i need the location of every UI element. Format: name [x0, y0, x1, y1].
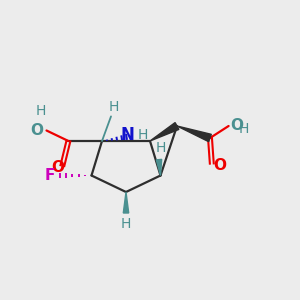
Text: O: O: [213, 158, 226, 172]
Text: N: N: [121, 126, 134, 144]
Text: O: O: [230, 118, 243, 134]
Polygon shape: [123, 192, 129, 213]
Text: H: H: [137, 128, 148, 142]
Polygon shape: [156, 159, 162, 176]
Text: O: O: [51, 160, 64, 175]
Text: H: H: [155, 141, 166, 155]
Text: H: H: [35, 104, 46, 118]
Text: H: H: [109, 100, 119, 114]
Text: H: H: [239, 122, 249, 136]
Text: F: F: [44, 168, 55, 183]
Polygon shape: [150, 123, 179, 141]
Text: H: H: [121, 217, 131, 230]
Polygon shape: [177, 126, 211, 142]
Text: O: O: [31, 123, 44, 138]
